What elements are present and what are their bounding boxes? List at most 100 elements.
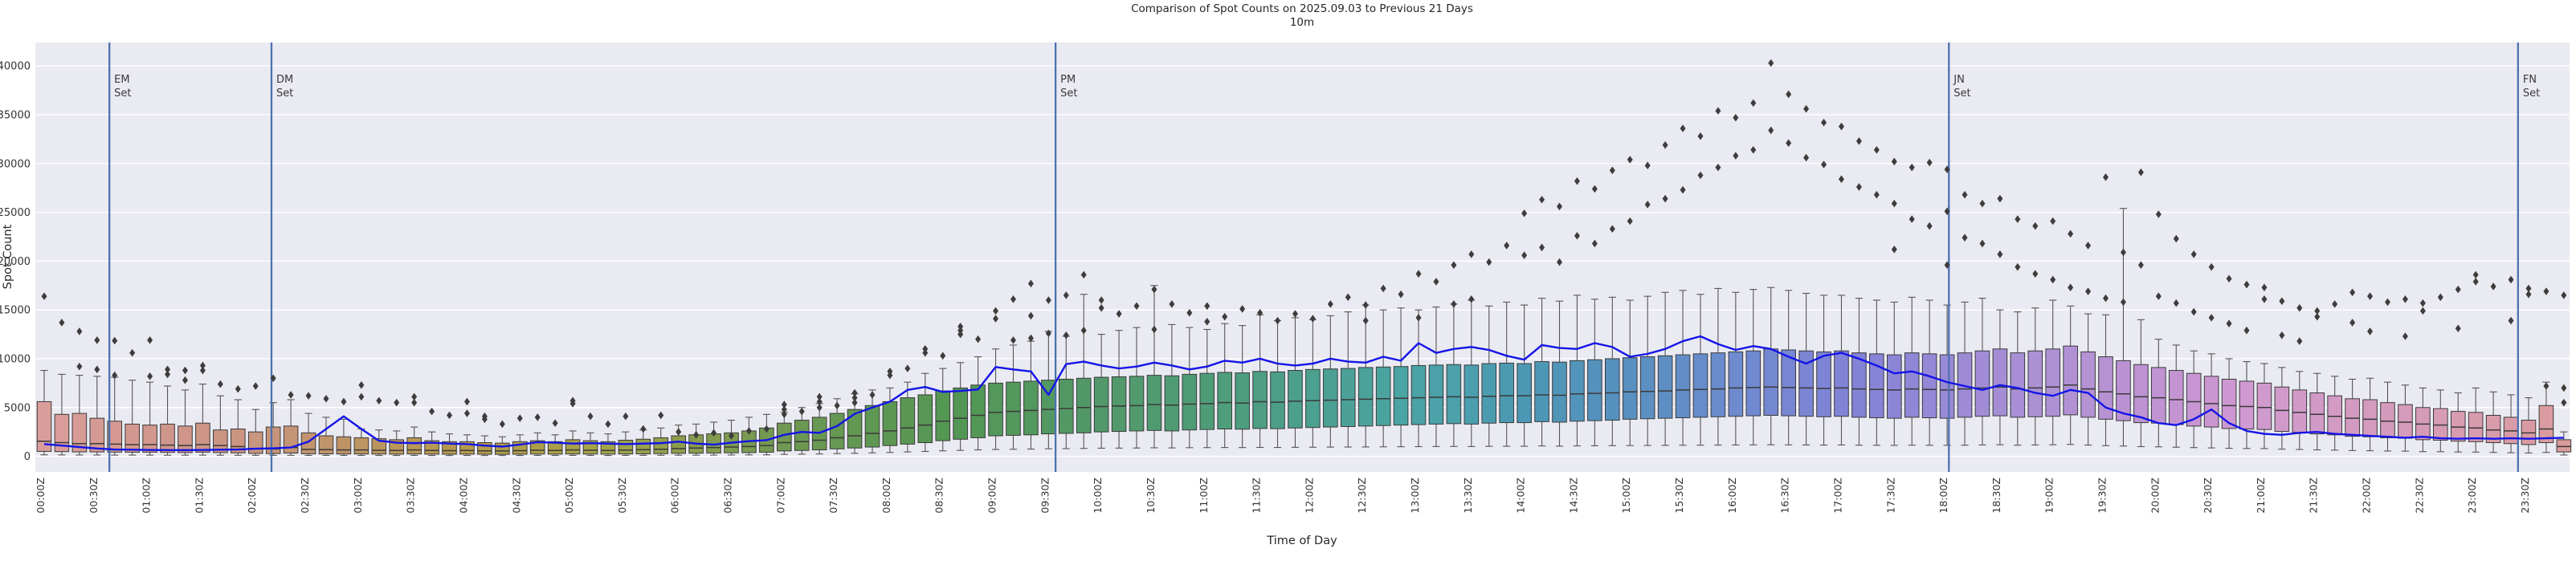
outlier-diamond [270,374,276,383]
outlier-diamond [2561,291,2567,299]
x-tick-label: 05:00Z [563,478,575,514]
outlier-diamond [2208,314,2215,322]
outlier-diamond [463,409,470,417]
outlier-diamond [957,326,964,335]
outlier-diamond [1362,316,1369,325]
outlier-diamond [1680,185,1686,194]
outlier-diamond [2120,298,2126,307]
outlier-diamond [199,366,206,375]
box [1146,375,1162,431]
x-tick-label: 11:00Z [1198,478,1210,514]
box [900,397,916,445]
box [2080,351,2096,418]
x-tick-label: 05:30Z [616,478,628,514]
y-tick-label: 20000 [0,256,31,268]
outlier-diamond [1010,295,1016,303]
outlier-diamond [1979,239,1986,248]
outlier-diamond [447,411,453,420]
box [1076,377,1092,433]
outlier-diamond [2068,283,2074,291]
x-tick-label: 14:30Z [1567,478,1579,514]
box [2380,402,2395,438]
event-label: Set [2523,87,2540,100]
box [1217,372,1233,429]
box [1939,354,1955,419]
outlier-diamond [1574,177,1580,185]
outlier-diamond [2314,312,2321,321]
outlier-diamond [1838,122,1844,131]
box [283,425,299,454]
x-tick-label: 09:00Z [986,478,998,514]
outlier-diamond [869,391,876,399]
outlier-diamond [2508,316,2514,325]
outlier-diamond [1786,90,1792,99]
x-tick-label: 04:30Z [510,478,522,514]
outlier-diamond [1574,231,1580,240]
outlier-diamond [993,307,999,315]
outlier-diamond [1979,199,1986,208]
outlier-diamond [2103,173,2109,181]
box [2468,412,2484,442]
outlier-diamond [94,336,100,344]
box [2133,364,2149,424]
outlier-diamond [940,352,946,360]
x-tick-label: 12:30Z [1356,478,1368,514]
outlier-diamond [640,425,647,433]
outlier-diamond [499,420,505,429]
outlier-diamond [2437,293,2443,302]
outlier-diamond [376,396,382,405]
x-tick-label: 19:30Z [2096,478,2109,514]
outlier-diamond [2561,398,2567,407]
outlier-diamond [1891,199,1897,208]
outlier-diamond [1962,234,1968,242]
outlier-diamond [1627,217,1633,226]
outlier-diamond [1504,242,1510,250]
x-tick-label: 22:00Z [2361,478,2373,514]
outlier-diamond [2226,319,2232,327]
outlier-diamond [922,344,929,353]
outlier-diamond [1045,296,1051,304]
outlier-diamond [1591,239,1598,248]
box [213,429,228,453]
outlier-diamond [1345,293,1351,302]
box [1974,350,1990,417]
box [1058,378,1074,434]
outlier-diamond [59,319,65,327]
box [1499,362,1514,424]
box [970,384,986,438]
outlier-diamond [2173,299,2179,307]
outlier-diamond [2543,382,2549,390]
outlier-diamond [1257,309,1264,317]
x-tick-label: 23:00Z [2466,478,2478,514]
outlier-diamond [2032,222,2039,230]
box [653,437,669,454]
outlier-diamonds-layer [41,59,2567,440]
box [1288,370,1303,429]
box [1481,363,1497,424]
box [2045,348,2061,417]
box [1851,352,1867,418]
outlier-diamond [358,380,365,389]
outlier-diamond [1451,300,1457,308]
outlier-diamond [957,323,964,331]
box [2485,414,2501,444]
outlier-diamond [2508,275,2514,284]
outlier-diamond [887,367,893,376]
x-tick-label: 18:30Z [1990,478,2002,514]
event-label: Set [1060,87,1077,100]
outlier-diamond [816,397,823,406]
x-tick-label: 11:30Z [1251,478,1263,514]
box [2292,389,2308,433]
outlier-diamond [1027,311,1034,320]
x-tick-label: 14:00Z [1515,478,1527,514]
outlier-diamond [1803,104,1810,113]
x-tick-label: 09:30Z [1039,478,1051,514]
outlier-diamond [147,336,153,344]
box [1675,354,1691,419]
x-tick-label: 02:30Z [299,478,311,514]
outlier-diamond [1680,124,1686,132]
outlier-diamond [1098,303,1104,312]
outlier-diamond [2279,331,2285,339]
box [635,438,651,455]
outlier-diamond [1539,195,1545,204]
